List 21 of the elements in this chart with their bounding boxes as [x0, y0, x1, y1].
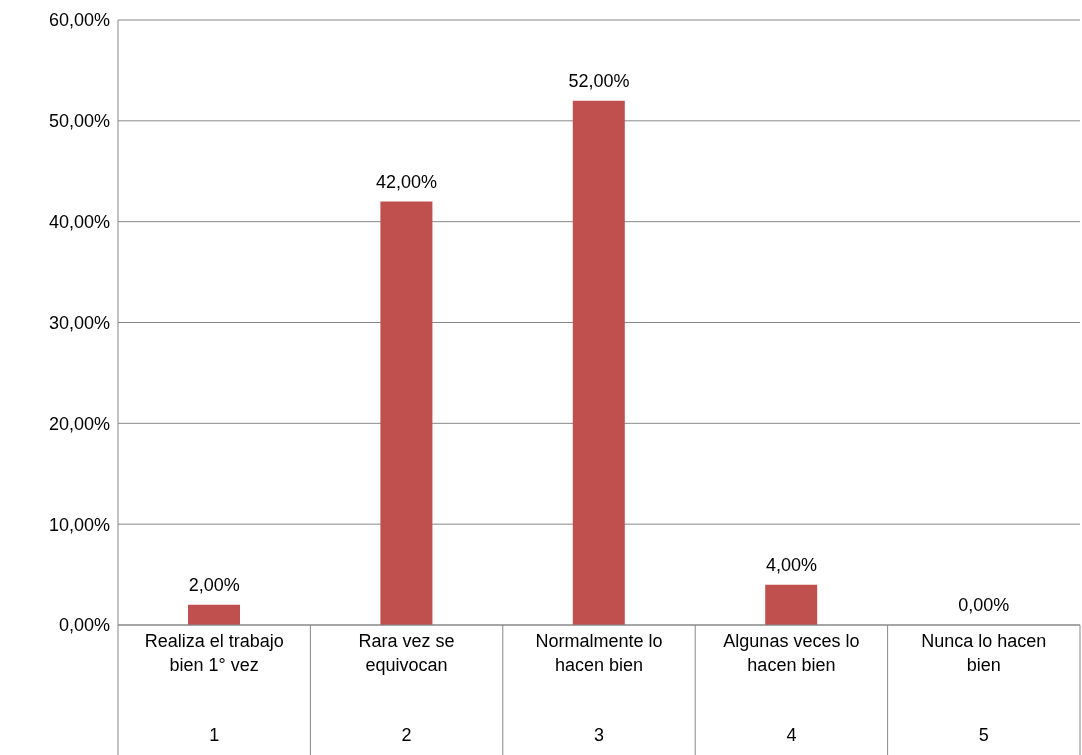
data-label: 4,00% — [765, 554, 817, 575]
data-label: 0,00% — [958, 595, 1010, 615]
y-tick-label: 20,00% — [48, 413, 110, 434]
data-label: 42,00% — [376, 171, 438, 192]
bar — [572, 100, 625, 625]
y-tick-label: 30,00% — [48, 312, 110, 333]
category-label: Rara vez se equivocan 2 — [358, 631, 455, 745]
bar — [765, 584, 818, 625]
y-tick-label: 0,00% — [58, 615, 110, 636]
category-label: Normalmente lo hacen bien 3 — [535, 631, 663, 745]
category-label: Algunas veces lo hacen bien 4 — [723, 631, 860, 745]
y-tick-label: 60,00% — [48, 10, 110, 31]
data-label: 2,00% — [188, 574, 240, 595]
y-tick-label: 50,00% — [48, 111, 110, 132]
category-label: Realiza el trabajo bien 1° vez 1 — [144, 631, 284, 745]
data-label: 52,00% — [568, 70, 630, 91]
y-tick-label: 40,00% — [48, 212, 110, 233]
y-tick-label: 10,00% — [48, 514, 110, 535]
category-label: Nunca lo hacen bien 5 — [921, 631, 1047, 745]
bar — [188, 604, 240, 625]
bar — [380, 201, 433, 625]
